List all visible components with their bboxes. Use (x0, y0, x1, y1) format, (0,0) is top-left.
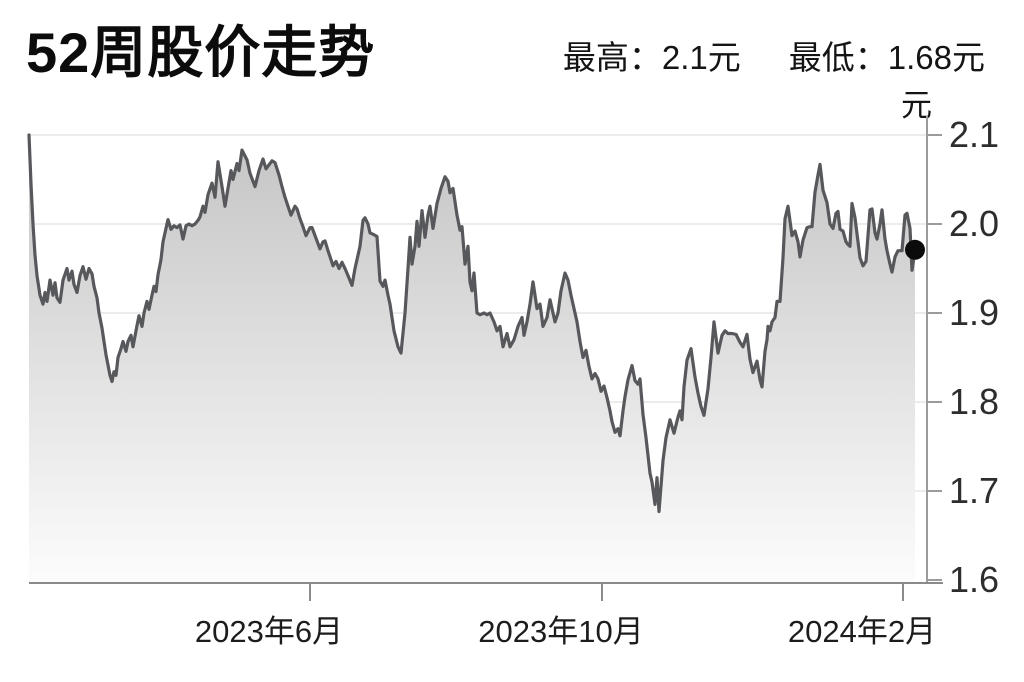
chart-title: 52周股价走势 (26, 21, 376, 84)
header-stats: 最高：2.1元 最低：1.68元 (563, 31, 985, 79)
low-stat: 最低：1.68元 (788, 39, 985, 76)
high-stat: 最高：2.1元 (562, 39, 741, 76)
x-tick-label: 2024年2月 (787, 614, 937, 649)
y-tick-label: 2.0 (949, 203, 1000, 244)
y-tick-label: 2.1 (949, 114, 1000, 155)
price-area-fill (29, 135, 915, 583)
y-tick-label: 1.8 (949, 381, 1000, 422)
last-price-marker (905, 239, 925, 260)
x-tick-label: 2023年10月 (478, 614, 644, 649)
y-tick-label: 1.9 (949, 292, 1000, 333)
y-tick-label: 1.6 (949, 559, 1000, 600)
y-tick-label: 1.7 (949, 470, 1000, 511)
price-line (27, 133, 917, 514)
x-tick-label: 2023年6月 (194, 614, 344, 649)
